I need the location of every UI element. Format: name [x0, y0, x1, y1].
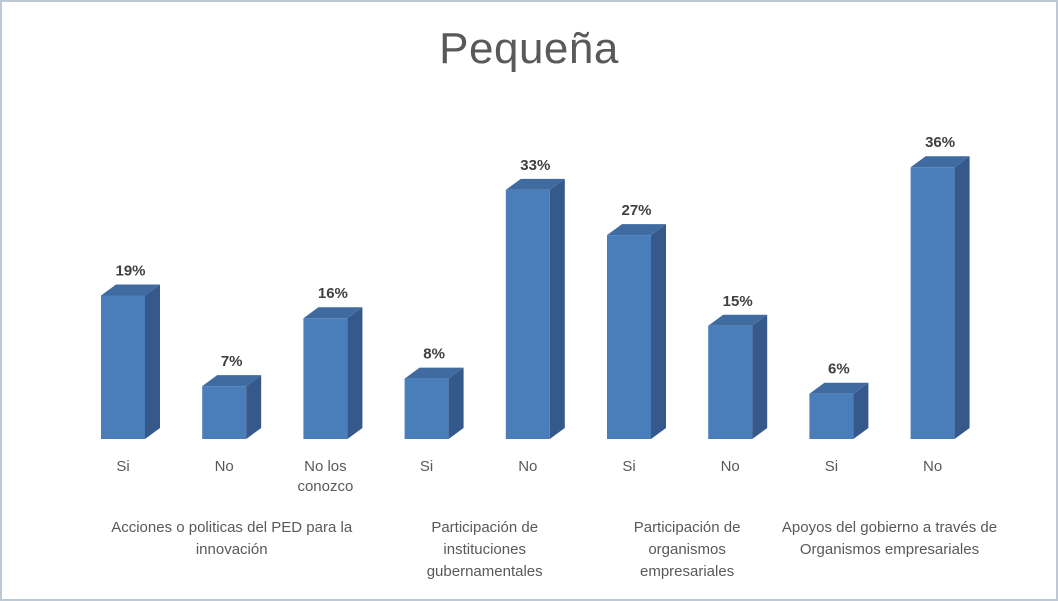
bar-front-face — [708, 325, 753, 439]
bar-front-face — [303, 318, 348, 439]
bar: 16% — [303, 285, 363, 439]
bar-value-label: 7% — [221, 353, 243, 370]
bar: 6% — [809, 361, 869, 439]
bar-top-face — [809, 382, 869, 394]
bar-top-face — [404, 367, 464, 379]
bar-side-face — [246, 375, 262, 439]
bar-value-label: 33% — [520, 157, 550, 174]
bar-top-face — [505, 178, 565, 190]
x-tick-label: Si — [116, 458, 130, 475]
bar-value-label: 36% — [925, 134, 955, 151]
bar-side-face — [448, 367, 464, 439]
bar-side-face — [752, 314, 768, 439]
bar-top-face — [101, 284, 160, 296]
bar-value-label: 27% — [621, 202, 651, 219]
bar-front-face — [910, 167, 955, 439]
x-tick-label: No — [214, 458, 234, 475]
chart-title: Pequeña — [439, 24, 619, 73]
x-group-label: Participación de organismos empresariale… — [633, 519, 741, 580]
x-group-label: Participación de instituciones gubername… — [426, 519, 543, 580]
bar-front-face — [404, 378, 449, 439]
x-tick-label: Si — [419, 458, 434, 475]
bar-side-face — [651, 224, 666, 439]
bar-value-label: 19% — [115, 263, 145, 280]
bar: 19% — [101, 263, 160, 439]
bar-value-label: 8% — [423, 346, 445, 363]
bar-value-label: 15% — [723, 293, 753, 310]
bar-side-face — [347, 307, 363, 439]
bar-front-face — [101, 295, 145, 439]
bar-top-face — [910, 156, 970, 168]
bar: 8% — [404, 346, 464, 439]
bar-side-face — [853, 382, 869, 439]
x-tick-label: No los conozco — [297, 458, 354, 496]
bar-front-face — [202, 386, 247, 439]
x-tick-label: Si — [824, 458, 839, 475]
bar-front-face — [505, 189, 550, 439]
bar-side-face — [954, 156, 970, 439]
bar: 15% — [708, 293, 768, 439]
bar-value-label: 16% — [318, 285, 348, 302]
bar-top-face — [202, 375, 262, 387]
x-tick-label: Si — [622, 458, 636, 475]
x-tick-label: No — [720, 458, 740, 475]
x-group-label: Acciones o politicas del PED para la inn… — [111, 519, 353, 558]
x-tick-label: No — [518, 458, 538, 475]
bar: 36% — [910, 134, 970, 439]
bar-side-face — [145, 284, 160, 439]
bar: 33% — [505, 157, 565, 439]
bar-top-face — [708, 314, 768, 326]
bar: 7% — [202, 353, 262, 439]
bar-value-label: 6% — [828, 361, 850, 378]
x-tick-label: No — [923, 458, 943, 475]
x-group-label: Apoyos del gobierno a través de Organism… — [781, 519, 998, 558]
bar-front-face — [607, 235, 651, 439]
bar-top-face — [303, 307, 363, 319]
bar-top-face — [607, 224, 666, 236]
bar-front-face — [809, 393, 854, 439]
bar: 27% — [607, 202, 666, 439]
bar-side-face — [549, 178, 565, 439]
